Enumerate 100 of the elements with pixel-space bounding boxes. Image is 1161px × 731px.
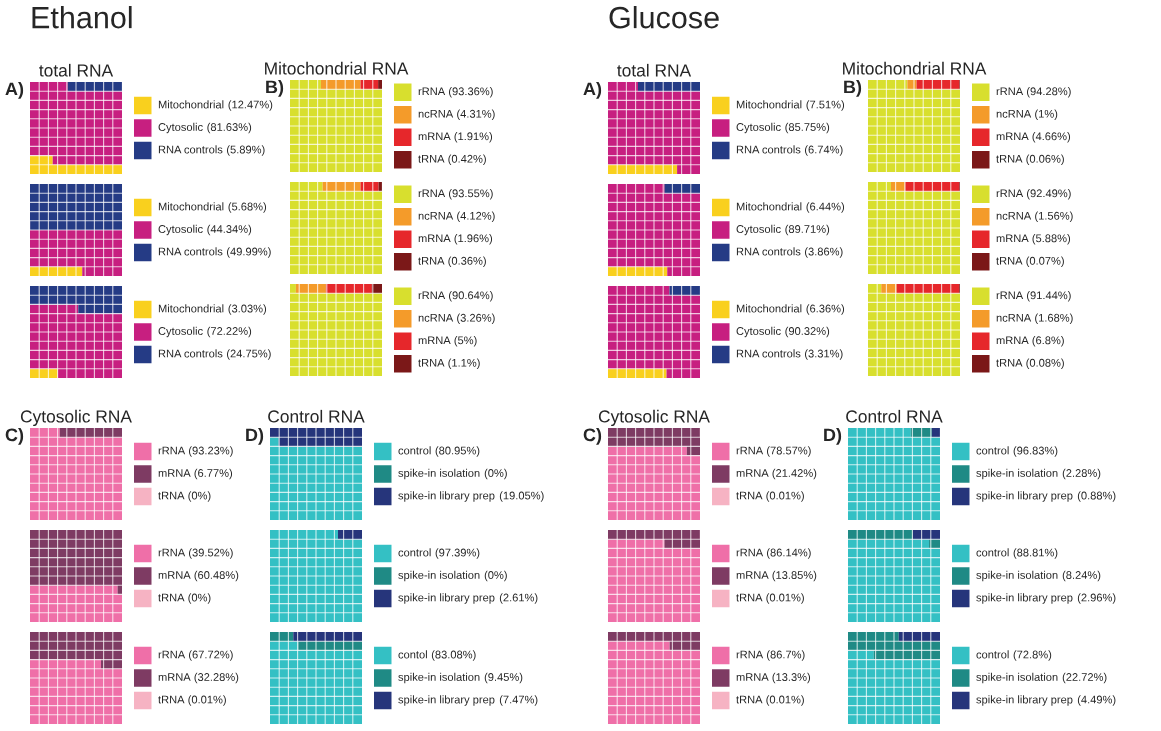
data-label: (39.52%) (189, 548, 233, 559)
data-label: (19.05%) (499, 491, 544, 502)
category-label: ncRNA (996, 211, 1032, 220)
text: A) (583, 82, 602, 99)
category-label: spike-in isolation (398, 468, 480, 480)
data-label: (0.07%) (1026, 256, 1064, 267)
text: C) (583, 428, 602, 445)
data-label: (86.14%) (767, 548, 811, 559)
data-label: (3.31%) (805, 349, 843, 360)
category-label: tRNA (418, 154, 445, 163)
data-label: (0%) (484, 570, 507, 582)
data-label: (90.64%) (449, 291, 493, 302)
category-label: Cytosolic (736, 224, 781, 236)
data-label: (1.96%) (454, 234, 493, 245)
category-label: rRNA (736, 446, 764, 455)
data-label: (85.75%) (785, 122, 830, 134)
category-label: rRNA (996, 291, 1024, 300)
category-label: mRNA (996, 234, 1029, 243)
category-label: tRNA (996, 154, 1023, 163)
data-label: (5.89%) (227, 145, 265, 156)
data-label: (2.61%) (499, 593, 538, 604)
data-label: (72.8%) (1013, 650, 1052, 661)
category-label: Mitochondrial (158, 202, 224, 211)
data-label: (97.39%) (435, 548, 480, 559)
text: B) (266, 80, 284, 97)
data-label: (1%) (1035, 109, 1058, 120)
text: Control RNA (268, 409, 365, 423)
data-label: (90.32%) (785, 326, 830, 338)
data-label: (7.47%) (499, 695, 538, 706)
text: Cytosolic RNA (598, 409, 710, 427)
data-label: (3.86%) (805, 247, 843, 258)
category-label: Mitochondrial (736, 202, 802, 211)
category-label: mRNA (418, 336, 451, 345)
data-label: (91.44%) (1027, 291, 1071, 302)
data-label: (3.26%) (457, 313, 495, 324)
data-label: (96.83%) (1013, 446, 1058, 457)
category-label: tRNA (158, 695, 185, 704)
data-label: (94.28%) (1027, 87, 1071, 98)
data-label: (6.36%) (806, 304, 845, 315)
data-label: (4.31%) (457, 109, 495, 120)
category-label: spike-in library prep (398, 593, 495, 604)
category-label: Mitochondrial (158, 304, 224, 313)
data-label: (89.71%) (785, 224, 830, 236)
category-label: tRNA (736, 491, 763, 500)
data-label: (93.55%) (449, 189, 493, 200)
category-label: RNA controls (158, 247, 223, 256)
category-label: Mitochondrial (736, 304, 802, 313)
text: A) (5, 82, 24, 99)
data-label: (0.01%) (766, 695, 804, 706)
text: C) (5, 428, 24, 445)
category-label: rRNA (736, 548, 764, 557)
category-label: rRNA (996, 189, 1024, 198)
category-label: mRNA (158, 469, 191, 477)
data-label: (6.8%) (1032, 336, 1064, 347)
data-label: (0%) (188, 593, 211, 604)
data-label: (67.72%) (189, 650, 233, 661)
category-label: control (398, 548, 431, 557)
data-label: (1.91%) (454, 132, 493, 143)
data-label: (83.08%) (431, 650, 476, 661)
data-label: (12.47%) (228, 100, 273, 111)
data-label: (24.75%) (227, 349, 271, 360)
category-label: mRNA (158, 571, 191, 579)
data-label: (80.95%) (435, 446, 480, 457)
category-label: mRNA (418, 132, 451, 141)
category-label: mRNA (418, 234, 451, 243)
data-label: (0.01%) (766, 491, 804, 502)
category-label: RNA controls (158, 349, 223, 358)
data-label: (93.23%) (189, 446, 233, 457)
category-label: tRNA (158, 593, 185, 602)
category-label: mRNA (736, 469, 769, 477)
data-label: (78.57%) (767, 446, 811, 457)
data-label: (88.81%) (1013, 548, 1058, 559)
data-label: (4.66%) (1032, 132, 1071, 143)
category-label: ncRNA (996, 109, 1032, 118)
category-label: Cytosolic (158, 224, 203, 236)
category-label: spike-in library prep (976, 695, 1073, 706)
data-label: (8.24%) (1062, 570, 1101, 582)
category-label: control (976, 548, 1009, 557)
data-label: (13.3%) (772, 672, 811, 684)
text: D) (246, 428, 264, 445)
category-label: spike-in library prep (976, 593, 1073, 604)
data-label: (1.68%) (1035, 313, 1073, 324)
category-label: ncRNA (996, 313, 1032, 322)
data-label: (7.51%) (806, 100, 845, 111)
data-label: (0.06%) (1026, 154, 1064, 165)
category-label: rRNA (418, 189, 446, 198)
category-label: rRNA (418, 87, 446, 96)
category-label: mRNA (158, 673, 191, 681)
data-label: (5%) (454, 336, 477, 347)
category-label: spike-in library prep (976, 491, 1073, 502)
category-label: mRNA (736, 571, 769, 579)
category-label: rRNA (158, 548, 186, 557)
category-label: mRNA (996, 132, 1029, 141)
text: Glucose (609, 6, 719, 29)
text: Cytosolic RNA (20, 409, 132, 427)
data-label: (0%) (484, 468, 507, 480)
text: Mitochondrial RNA (265, 61, 409, 75)
category-label: rRNA (996, 87, 1024, 96)
category-label: control (976, 446, 1009, 455)
category-label: rRNA (736, 650, 764, 659)
